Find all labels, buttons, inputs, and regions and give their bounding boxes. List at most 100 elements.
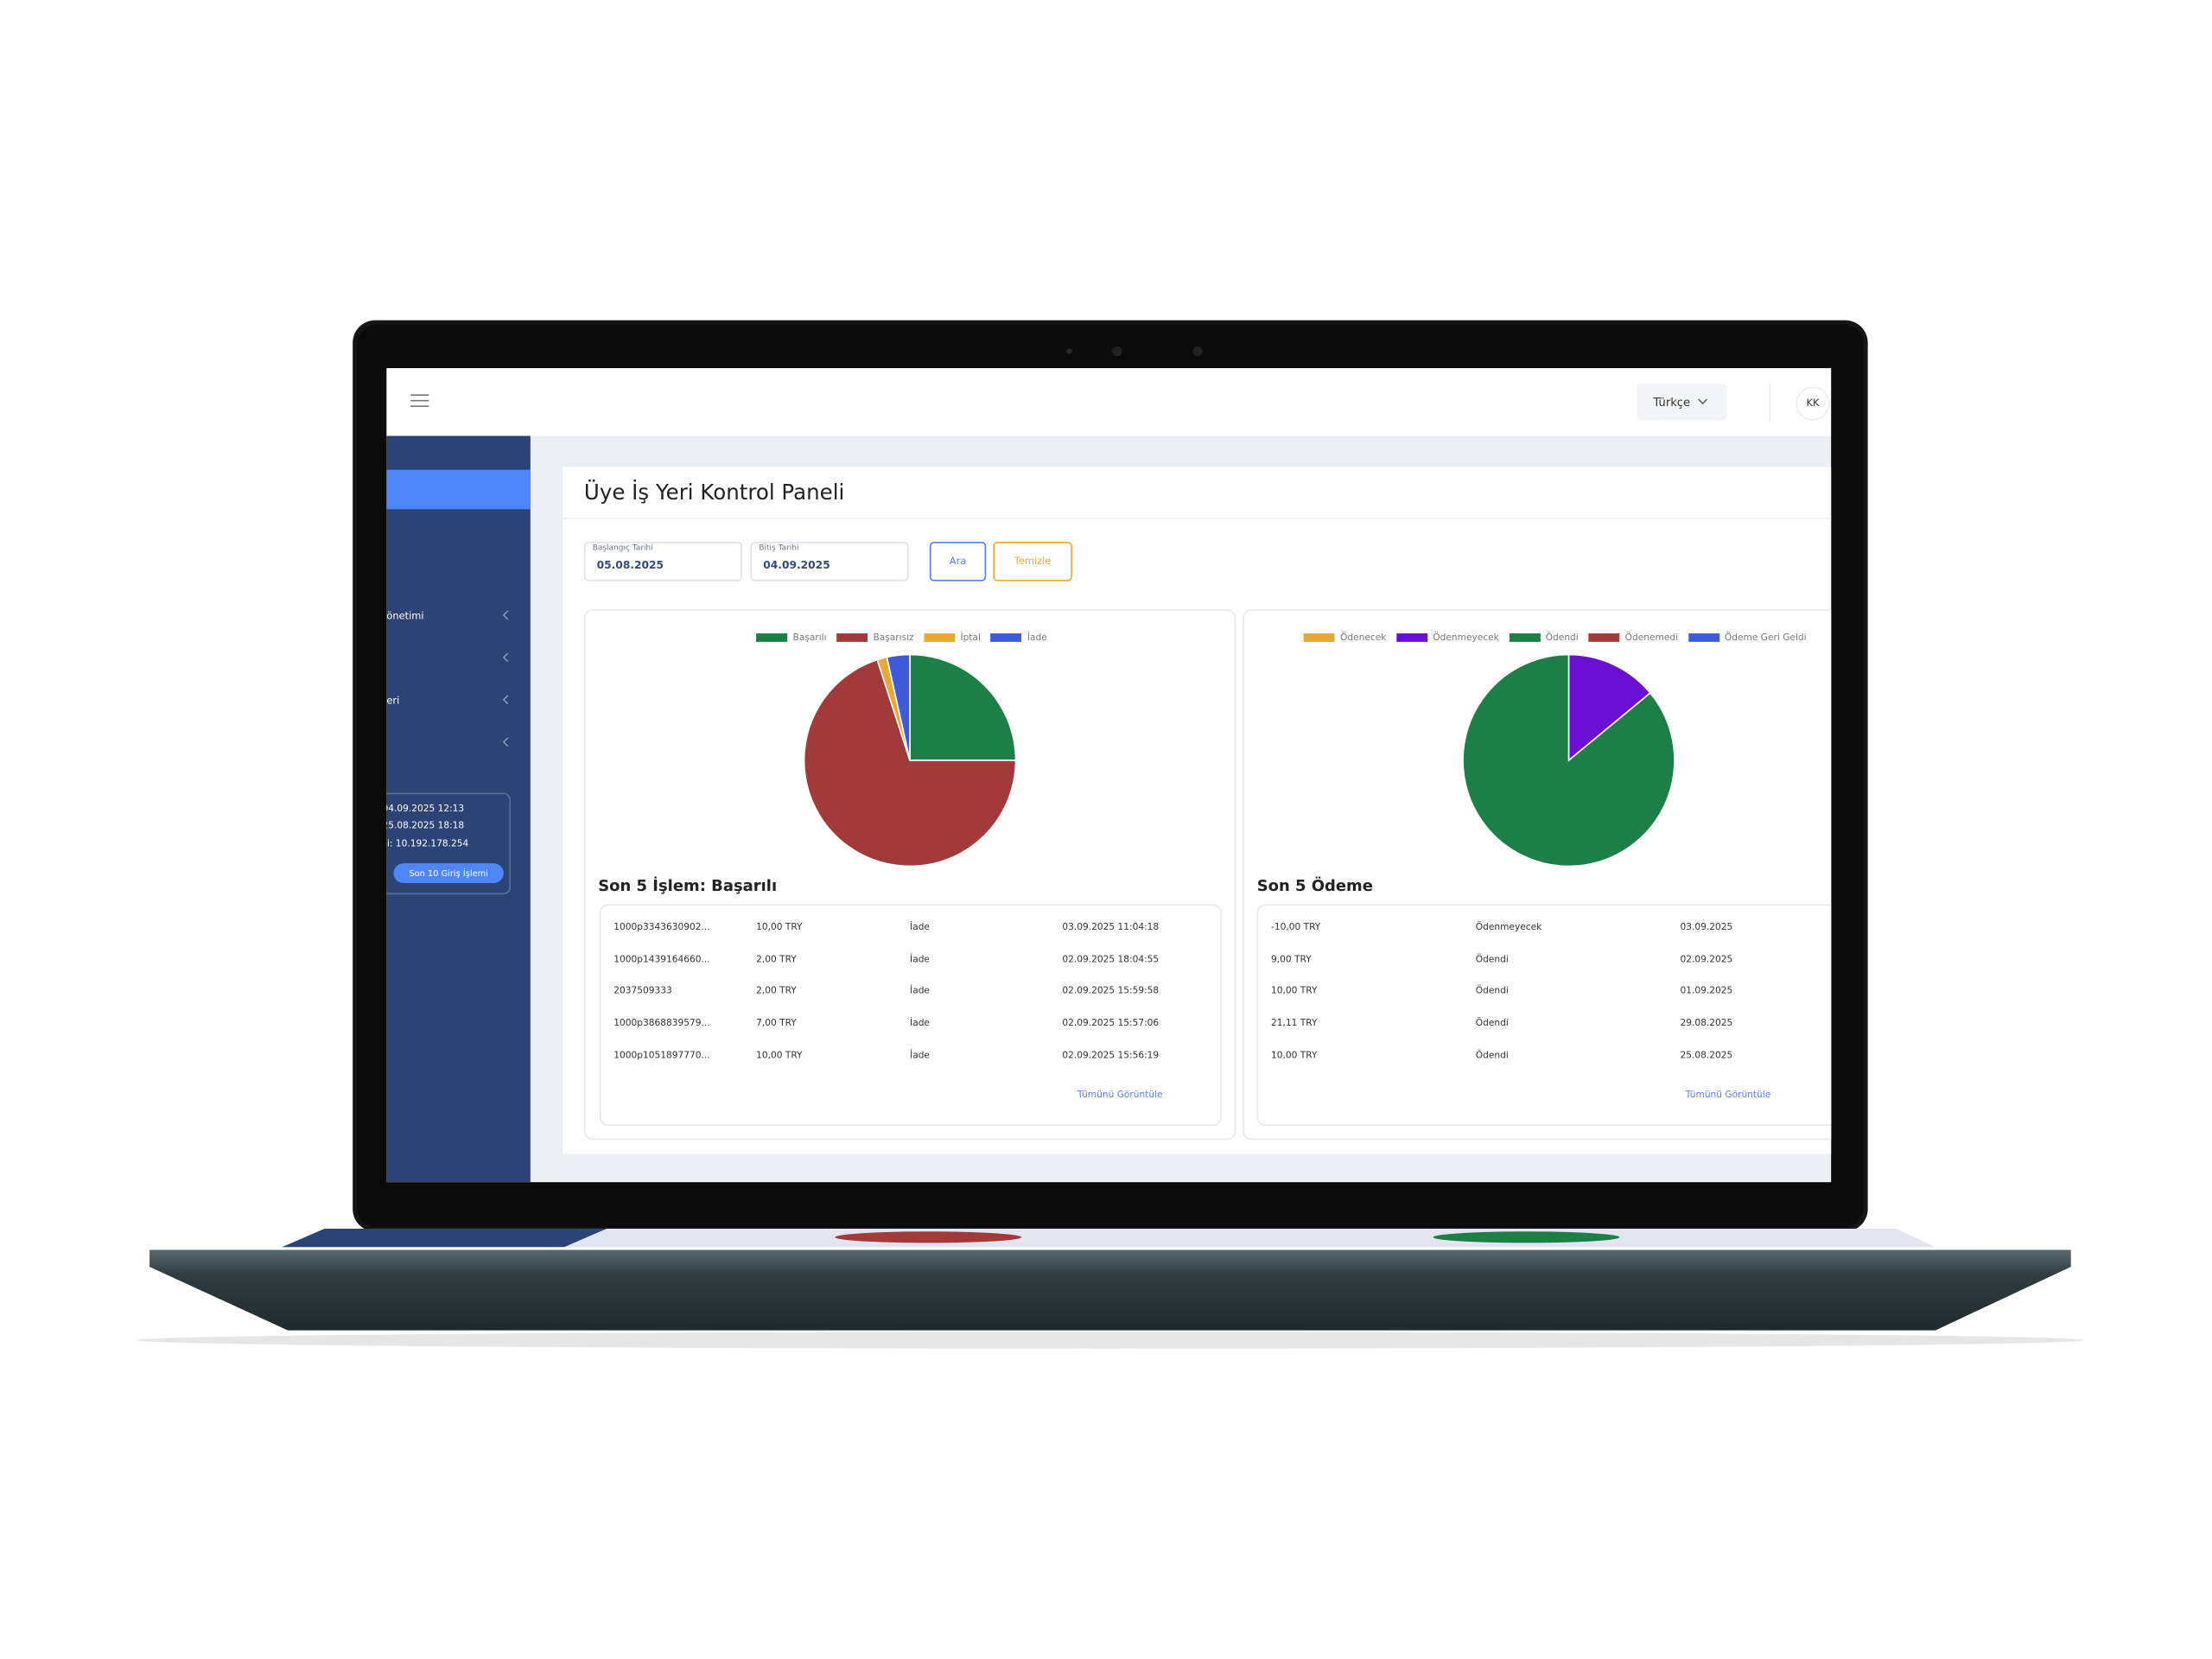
label: Bitiş Tarihi bbox=[759, 544, 799, 553]
divider bbox=[563, 518, 1832, 519]
table-cell: İade bbox=[910, 921, 930, 933]
language: Türkçe bbox=[1653, 395, 1690, 409]
shadow bbox=[137, 1332, 2084, 1349]
camera bbox=[1112, 346, 1122, 357]
table-cell: 9,00 TRY bbox=[1271, 953, 1312, 965]
clear-button[interactable]: Temizle bbox=[993, 541, 1072, 582]
menu-item[interactable]: eri bbox=[386, 695, 400, 707]
table-cell: 02.09.2025 15:57:06 bbox=[1062, 1017, 1160, 1029]
legend-label: Ödenemedi bbox=[1624, 632, 1679, 644]
active-menu-item[interactable] bbox=[386, 469, 531, 510]
reflection bbox=[1433, 1231, 1620, 1243]
table-cell: İade bbox=[910, 984, 930, 996]
pie-slice bbox=[803, 658, 1017, 868]
table-cell: 10,00 TRY bbox=[756, 1049, 803, 1061]
table-cell: 2,00 TRY bbox=[756, 953, 797, 965]
language-select[interactable]: Türkçe bbox=[1636, 384, 1727, 421]
pie-slice bbox=[886, 653, 911, 761]
table-cell: 02.09.2025 15:59:58 bbox=[1062, 984, 1160, 996]
legend: Başarılı Başarısız İptal İade bbox=[756, 632, 1047, 643]
login-history-button[interactable]: Son 10 Giriş İşlemi bbox=[393, 863, 504, 884]
legend-item: İade bbox=[990, 632, 1047, 644]
end-date[interactable]: Bitiş Tarihi 04.09.2025 bbox=[750, 541, 909, 582]
pie-slice bbox=[909, 653, 1017, 761]
table-cell: 1000p3343630902... bbox=[613, 921, 710, 933]
login-line: 25.08.2025 18:18 bbox=[386, 819, 465, 831]
legend-label: İptal bbox=[960, 632, 982, 644]
table-cell: 1000p1051897770... bbox=[613, 1049, 710, 1061]
user-avatar[interactable]: KK bbox=[1796, 386, 1830, 421]
laptop-base bbox=[149, 1249, 2071, 1331]
table-cell: Ödendi bbox=[1475, 984, 1509, 996]
legend-item: Başarılı bbox=[756, 632, 827, 643]
legend-swatch bbox=[756, 633, 788, 642]
table-cell: 21,11 TRY bbox=[1271, 1017, 1318, 1029]
sidebar: önetimi eri 04.09.2025 12:13 25.08.2025 … bbox=[386, 435, 531, 1183]
sensor bbox=[1066, 348, 1072, 354]
table-cell: 2037509333 bbox=[613, 984, 672, 996]
menu-icon[interactable] bbox=[410, 394, 430, 408]
legend: Ödenecek Ödenmeyecek Ödendi Ödenemedi Ödeme … bbox=[1303, 632, 1807, 644]
table-title: Son 5 İşlem: Başarılı bbox=[598, 876, 778, 895]
table-cell: -10,00 TRY bbox=[1271, 921, 1321, 933]
legend-item: Ödenecek bbox=[1303, 632, 1386, 643]
start-date[interactable]: Başlangıç Tarihi 05.08.2025 bbox=[583, 541, 742, 582]
table-cell: 02.09.2025 18:04:55 bbox=[1062, 953, 1160, 965]
table-cell: İade bbox=[910, 1017, 930, 1029]
legend-item: İptal bbox=[924, 632, 981, 643]
legend-label: Ödenmeyecek bbox=[1433, 632, 1499, 644]
table-cell: 02.09.2025 bbox=[1680, 953, 1733, 965]
table-cell: Ödendi bbox=[1475, 1017, 1509, 1029]
legend-item: Ödendi bbox=[1509, 632, 1579, 644]
table-cell: 1000p3868839579... bbox=[613, 1017, 710, 1029]
login-info: 04.09.2025 12:13 25.08.2025 18:18 si: 10… bbox=[386, 792, 512, 895]
top-bar: Türkçe KK bbox=[386, 368, 1832, 436]
legend-item: Başarısız bbox=[836, 632, 914, 643]
table-cell: 1000p1439164660... bbox=[613, 953, 710, 965]
chevrons bbox=[502, 610, 509, 747]
legend-swatch bbox=[1395, 633, 1427, 642]
pie-slice bbox=[1567, 653, 1652, 762]
legend-label: Ödeme Geri Geldi bbox=[1724, 632, 1807, 644]
table-cell: 01.09.2025 bbox=[1680, 984, 1733, 996]
value: 05.08.2025 bbox=[596, 558, 664, 572]
table-box bbox=[599, 904, 1222, 1126]
sensor bbox=[1192, 346, 1203, 357]
table-cell: Ödendi bbox=[1475, 953, 1509, 965]
table-cell: İade bbox=[910, 1049, 930, 1061]
table-cell: 10,00 TRY bbox=[1271, 984, 1318, 996]
table-cell: 10,00 TRY bbox=[756, 921, 803, 933]
page-title: Üye İş Yeri Kontrol Paneli bbox=[583, 480, 845, 505]
legend-swatch bbox=[1688, 633, 1719, 642]
legend-swatch bbox=[990, 633, 1022, 642]
table-cell: 02.09.2025 15:56:19 bbox=[1062, 1049, 1160, 1061]
pie-slice bbox=[1462, 653, 1675, 868]
table-cell: Ödenmeyecek bbox=[1475, 921, 1542, 933]
table-cell: 03.09.2025 bbox=[1680, 921, 1733, 933]
legend-label: Ödendi bbox=[1545, 632, 1579, 644]
legend-label: İade bbox=[1027, 632, 1047, 644]
search-button[interactable]: Ara bbox=[929, 541, 987, 582]
table-cell: İade bbox=[910, 953, 930, 965]
legend-swatch bbox=[924, 633, 955, 642]
pie-chart bbox=[803, 653, 1017, 868]
login-line: 04.09.2025 12:13 bbox=[386, 802, 465, 815]
pie-chart bbox=[1462, 653, 1675, 868]
view-all-link[interactable]: Tümünü Görüntüle bbox=[1077, 1089, 1163, 1101]
table-box bbox=[1256, 904, 1832, 1126]
view-all-link[interactable]: Tümünü Görüntüle bbox=[1685, 1089, 1771, 1101]
legend-swatch bbox=[1303, 633, 1335, 642]
legend-swatch bbox=[836, 633, 868, 642]
legend-label: Başarısız bbox=[873, 632, 914, 644]
login-line: si: 10.192.178.254 bbox=[386, 837, 469, 849]
table-cell: 25.08.2025 bbox=[1680, 1049, 1733, 1061]
legend-item: Ödenmeyecek bbox=[1395, 632, 1499, 644]
legend-swatch bbox=[1509, 633, 1541, 642]
screen: Türkçe KK önetimi eri 04.09.2025 12:13 2… bbox=[386, 368, 1832, 1183]
table-cell: 03.09.2025 11:04:18 bbox=[1062, 921, 1160, 933]
menu-item[interactable]: önetimi bbox=[386, 610, 424, 622]
table-cell: 2,00 TRY bbox=[756, 984, 797, 996]
label: Başlangıç Tarihi bbox=[592, 544, 653, 553]
